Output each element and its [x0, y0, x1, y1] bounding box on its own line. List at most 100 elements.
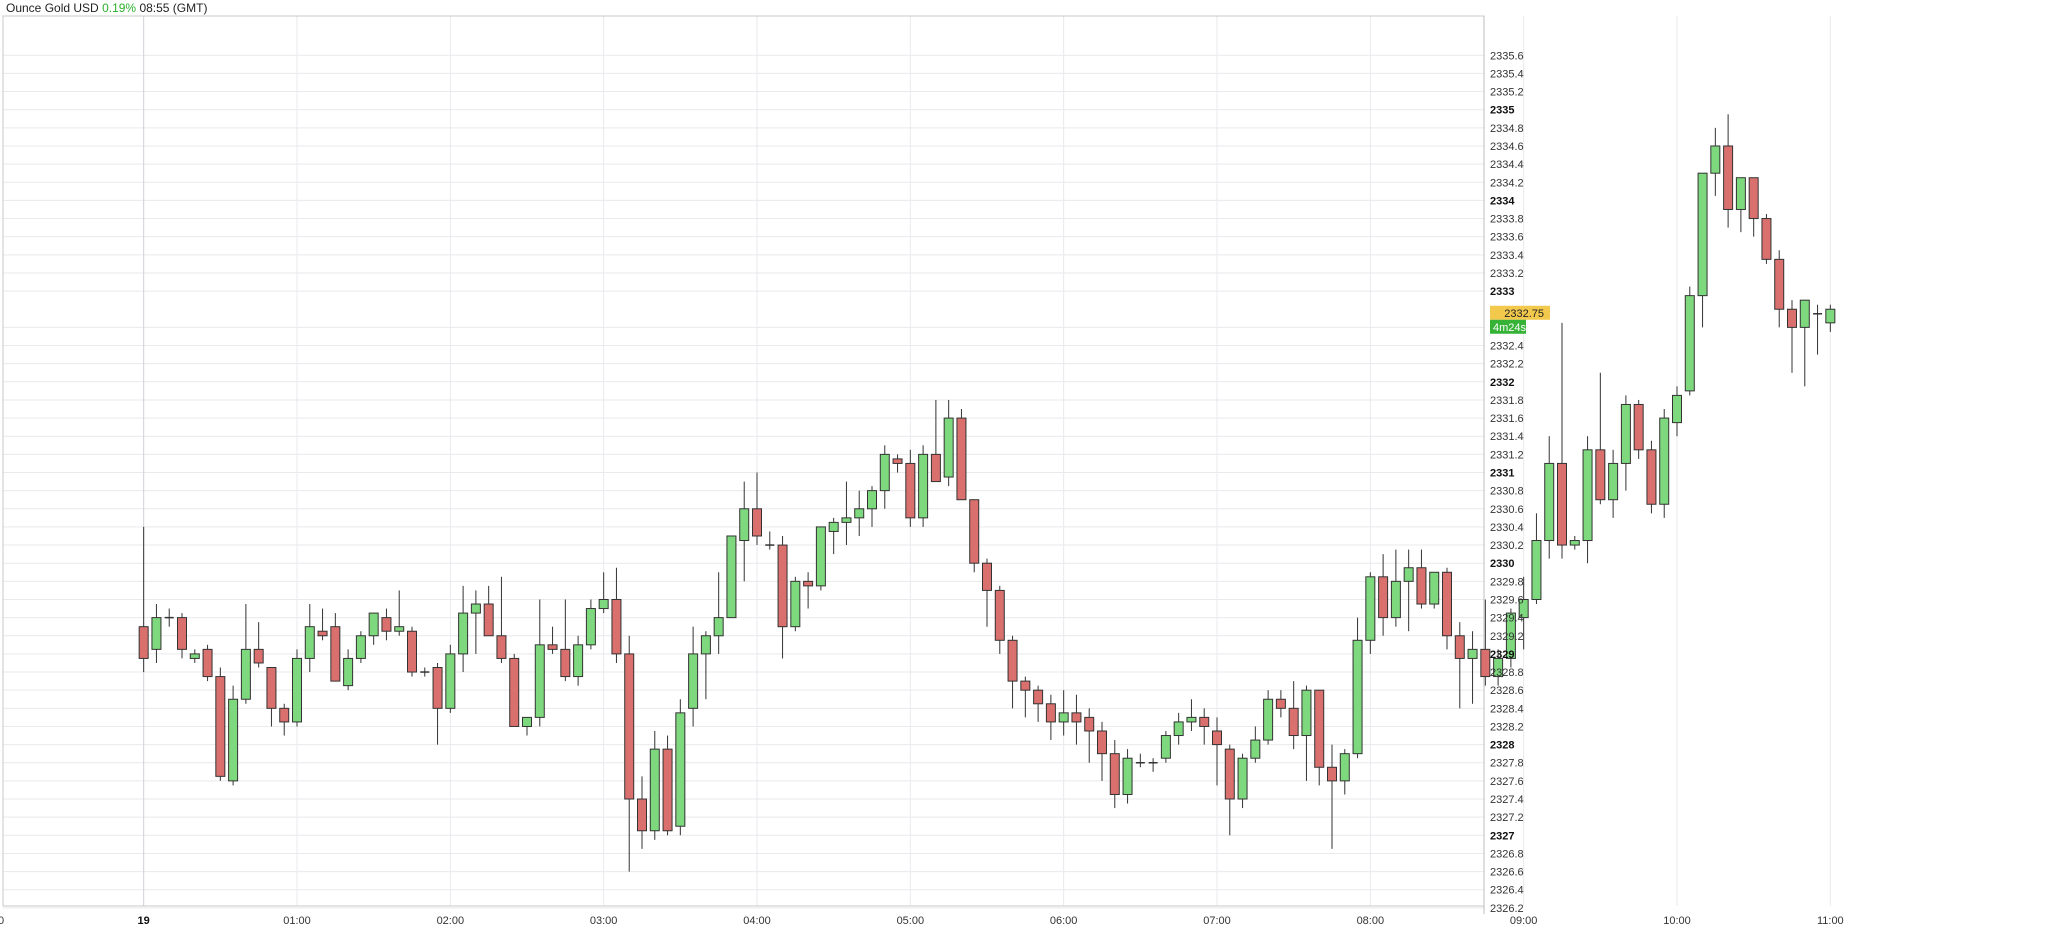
candle: [1212, 717, 1222, 786]
candle-body: [930, 453, 941, 483]
candle: [956, 409, 967, 501]
y-tick-label: 2334.4: [1490, 159, 1524, 171]
candle: [1339, 749, 1350, 795]
candle-body: [713, 617, 724, 637]
candle-body: [1314, 689, 1325, 768]
candle: [1045, 694, 1056, 741]
candle-body: [496, 635, 507, 659]
candle-body: [675, 712, 686, 827]
candle: [700, 631, 711, 700]
candle: [1518, 576, 1529, 650]
instrument-name: Ounce Gold USD: [6, 1, 99, 15]
candle-body: [892, 458, 903, 464]
y-tick-label: 2334.8: [1490, 123, 1524, 135]
candle-body: [304, 626, 315, 659]
candle: [1761, 214, 1772, 264]
candle: [1735, 177, 1746, 233]
candle: [969, 499, 980, 573]
candle: [470, 590, 481, 654]
candle: [1071, 694, 1082, 745]
candle: [752, 472, 762, 546]
y-tick-label: 2333.2: [1490, 268, 1524, 280]
candle: [1774, 250, 1785, 328]
y-tick-label: 2329.6: [1490, 594, 1524, 606]
y-tick-label: 2327.6: [1490, 776, 1524, 788]
candle-body: [560, 648, 571, 678]
candle-body: [1557, 462, 1567, 546]
candle-body: [1160, 735, 1171, 759]
y-tick-label: 2335.6: [1490, 50, 1524, 62]
candle: [1135, 753, 1145, 768]
candle: [1288, 681, 1299, 750]
candle-body: [1020, 680, 1031, 691]
candle-body: [1045, 703, 1056, 723]
y-tick-label: 2326.2: [1490, 903, 1524, 915]
y-tick-label: 2328.2: [1490, 721, 1524, 733]
price-change: 0.19%: [102, 1, 137, 15]
candle-body: [1429, 571, 1440, 605]
candle: [240, 604, 251, 704]
candle-body: [1288, 707, 1299, 737]
y-tick-label: 2330.6: [1490, 504, 1524, 516]
candle-body: [1544, 462, 1555, 542]
candle: [381, 608, 392, 641]
candle: [1595, 372, 1606, 505]
candle: [1748, 177, 1759, 237]
candle-body: [1199, 716, 1210, 727]
candle: [1684, 286, 1695, 396]
candle: [1493, 649, 1504, 686]
candle-body: [585, 608, 596, 646]
candle: [1314, 689, 1325, 786]
candle: [522, 716, 532, 736]
candle-body: [943, 417, 954, 478]
candle-body: [266, 667, 277, 709]
candle: [598, 572, 609, 614]
candle-body: [854, 508, 865, 519]
y-tick-label: 2330.2: [1490, 540, 1524, 552]
candle: [1429, 571, 1440, 609]
candle-body: [381, 617, 392, 632]
candle: [1544, 436, 1555, 559]
candle-body: [828, 521, 839, 532]
candle: [394, 590, 405, 636]
x-tick-label: 23:00: [0, 915, 4, 927]
y-tick-label: 2331.2: [1490, 449, 1524, 461]
candle: [841, 481, 852, 546]
candle: [1620, 395, 1631, 491]
candle-body: [637, 798, 647, 832]
candle: [892, 454, 903, 473]
candle-body: [1263, 698, 1274, 741]
y-tick-label: 2327.4: [1490, 794, 1524, 806]
x-axis: 23:00 19 01:00 02:00 03:00 04:00 05:00 06:00 07:…: [0, 915, 1844, 927]
x-tick-label: 05:00: [897, 915, 925, 927]
candle: [918, 445, 929, 527]
candle-body: [1224, 748, 1235, 800]
candle: [803, 572, 814, 609]
y-tick-label: 2334.6: [1490, 141, 1524, 153]
candle: [1813, 304, 1823, 355]
x-tick-label: 07:00: [1203, 915, 1231, 927]
candles: [138, 114, 1836, 872]
candle: [1250, 726, 1261, 763]
y-tick-label: 2328: [1490, 740, 1514, 752]
candle: [1275, 690, 1286, 718]
candle-body: [1237, 757, 1248, 800]
y-tick-label: 2327.2: [1490, 812, 1524, 824]
candle: [420, 667, 430, 677]
candle: [777, 535, 788, 659]
y-tick-label: 2328.6: [1490, 685, 1524, 697]
x-tick-label: 10:00: [1663, 915, 1691, 927]
current-price-label: 2332.75: [1504, 308, 1544, 320]
x-tick-label: 19: [138, 915, 150, 927]
candle-body: [445, 653, 456, 709]
y-tick-label: 2333.6: [1490, 232, 1524, 244]
candle: [1697, 172, 1708, 328]
candle-body: [1084, 716, 1095, 732]
candle: [496, 576, 507, 663]
candle: [675, 699, 686, 836]
y-tick-label: 2333: [1490, 286, 1514, 298]
y-tick-label: 2329.2: [1490, 631, 1524, 643]
candle-body: [624, 653, 635, 800]
candle-body: [317, 630, 328, 637]
